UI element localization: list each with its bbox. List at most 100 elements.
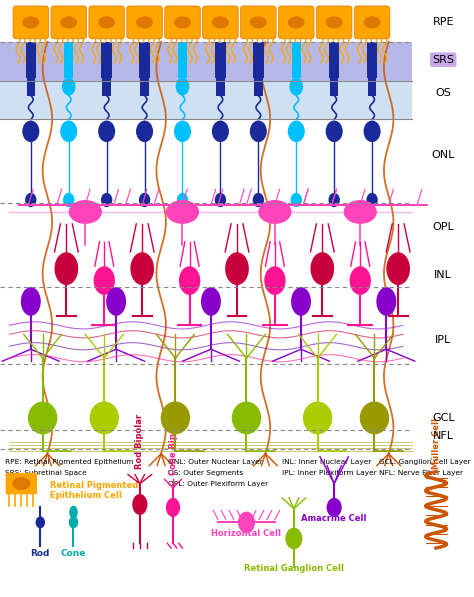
FancyBboxPatch shape [51,6,86,39]
FancyBboxPatch shape [165,6,200,39]
Ellipse shape [12,477,30,490]
FancyBboxPatch shape [354,6,390,39]
Ellipse shape [225,252,249,285]
Ellipse shape [94,266,115,295]
Bar [0,42,412,81]
Text: GCL: GCL [432,413,455,423]
Circle shape [136,121,153,142]
Ellipse shape [344,200,377,224]
Ellipse shape [166,200,199,224]
Circle shape [291,193,302,207]
Ellipse shape [386,252,410,285]
Text: OS: Outer Segments: OS: Outer Segments [168,470,243,476]
Circle shape [288,121,305,142]
FancyBboxPatch shape [241,6,276,39]
Bar [26,42,36,78]
Bar [368,78,376,96]
Text: GCL: Ganglion Cell Layer: GCL: Ganglion Cell Layer [379,459,471,465]
Circle shape [327,498,342,517]
Text: OPL: Outer Plexiform Layer: OPL: Outer Plexiform Layer [168,481,268,487]
Circle shape [69,516,78,528]
Bar [102,78,111,96]
Circle shape [139,193,150,207]
Circle shape [174,121,191,142]
Bar [330,78,338,96]
Bar [64,42,73,78]
Bar [329,42,339,78]
Text: IPL: Inner Plexiform Layer: IPL: Inner Plexiform Layer [282,470,377,476]
Text: RPE: Retinal Pigmented Epithelium: RPE: Retinal Pigmented Epithelium [5,459,133,465]
Text: SRS: Subretinal Space: SRS: Subretinal Space [5,470,86,476]
FancyBboxPatch shape [279,6,314,39]
Circle shape [22,121,39,142]
Ellipse shape [21,287,41,316]
Ellipse shape [264,266,285,295]
Ellipse shape [60,16,77,29]
Circle shape [212,121,229,142]
Circle shape [253,193,264,207]
Ellipse shape [232,402,261,435]
Ellipse shape [28,402,57,435]
Ellipse shape [22,16,39,29]
Text: Retinal Ganglion Cell: Retinal Ganglion Cell [244,564,344,573]
Text: Rod Bipolar: Rod Bipolar [136,414,144,469]
Text: Müller Cell: Müller Cell [432,418,440,469]
Ellipse shape [250,16,267,29]
FancyBboxPatch shape [316,6,352,39]
Ellipse shape [364,16,381,29]
FancyBboxPatch shape [127,6,162,39]
Text: NFL: NFL [433,431,454,441]
Text: Cone Bipolar: Cone Bipolar [169,414,177,475]
Ellipse shape [303,402,332,435]
Ellipse shape [179,266,200,295]
Text: Horizontal Cell: Horizontal Cell [211,528,282,537]
Ellipse shape [326,16,343,29]
Text: INL: Inner Nuclear Layer: INL: Inner Nuclear Layer [282,459,371,465]
Text: ONL: Outer Nuclear Layer: ONL: Outer Nuclear Layer [168,459,263,465]
Ellipse shape [55,252,78,285]
Text: OPL: OPL [432,222,454,232]
Ellipse shape [201,287,221,316]
Bar [0,42,412,119]
Text: SRS: SRS [432,55,454,64]
Bar [253,42,264,78]
Circle shape [36,516,45,528]
Ellipse shape [136,16,153,29]
Text: Rod: Rod [31,549,50,558]
Ellipse shape [174,16,191,29]
Circle shape [285,528,302,549]
Ellipse shape [258,200,292,224]
Bar [367,42,377,78]
Text: INL: INL [434,270,452,279]
Ellipse shape [98,16,115,29]
Ellipse shape [62,78,75,96]
Ellipse shape [69,506,78,519]
Circle shape [215,193,226,207]
Ellipse shape [106,287,126,316]
Circle shape [98,121,115,142]
FancyBboxPatch shape [6,473,37,494]
Ellipse shape [291,287,311,316]
Circle shape [177,193,188,207]
Bar [216,78,225,96]
Circle shape [25,193,36,207]
Ellipse shape [161,402,190,435]
Ellipse shape [176,78,189,96]
Text: Amacrine Cell: Amacrine Cell [301,513,367,522]
FancyBboxPatch shape [202,6,238,39]
FancyBboxPatch shape [89,6,124,39]
Circle shape [63,193,74,207]
Circle shape [101,193,112,207]
Text: OS: OS [435,88,451,97]
Ellipse shape [132,494,147,515]
Ellipse shape [212,16,229,29]
Text: IPL: IPL [435,336,451,345]
Text: ONL: ONL [431,150,455,160]
Ellipse shape [130,252,154,285]
Text: Cone: Cone [61,549,86,558]
Ellipse shape [349,266,371,295]
Text: NFL: Nerve Fiber Layer: NFL: Nerve Fiber Layer [379,470,463,476]
Bar [101,42,112,78]
Ellipse shape [166,498,180,517]
Circle shape [238,512,255,533]
